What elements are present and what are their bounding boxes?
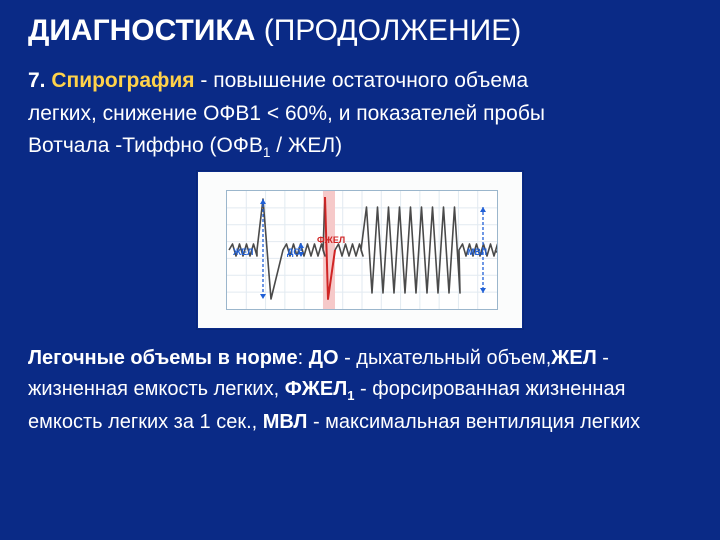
page-title: ДИАГНОСТИКА (ПРОДОЛЖЕНИЕ) <box>28 14 692 47</box>
p1-line3b: / ЖЕЛ) <box>270 134 342 157</box>
figure-wrapper: ЖЕЛ ДО ФЖЕЛ МВЛ <box>28 171 692 329</box>
paragraph-1: 7. Спирография - повышение остаточного о… <box>28 65 692 163</box>
p2-lead: Легочные объемы в норме <box>28 347 298 369</box>
p2-after-lead: : <box>298 347 309 369</box>
p1-dash: - <box>200 69 213 92</box>
p2-t2b: ЖЕЛ <box>551 347 596 369</box>
term-spirography: Спирография <box>46 69 201 92</box>
title-bold: ДИАГНОСТИКА <box>28 14 255 47</box>
p1-line3a: Вотчала -Тиффно (ОФВ <box>28 134 263 157</box>
spirogram-figure: ЖЕЛ ДО ФЖЕЛ МВЛ <box>197 171 523 329</box>
p2-t3b: ФЖЕЛ <box>285 378 348 400</box>
p2-t4: - максимальная вентиляция легких <box>307 411 640 433</box>
spirogram-svg <box>227 191 497 309</box>
p1-line2: легких, снижение ОФВ1 < 60%, и показател… <box>28 102 545 125</box>
p2-t1: - дыхательный объем, <box>339 347 552 369</box>
item-number: 7. <box>28 69 46 92</box>
paragraph-2: Легочные объемы в норме: ДО - дыхательны… <box>28 343 692 437</box>
p2-t1b: ДО <box>309 347 339 369</box>
p1-rest1: повышение остаточного объема <box>213 69 528 92</box>
p2-t4b: МВЛ <box>263 411 308 433</box>
spirogram-plot: ЖЕЛ ДО ФЖЕЛ МВЛ <box>226 190 498 310</box>
title-rest: (ПРОДОЛЖЕНИЕ) <box>255 14 521 47</box>
